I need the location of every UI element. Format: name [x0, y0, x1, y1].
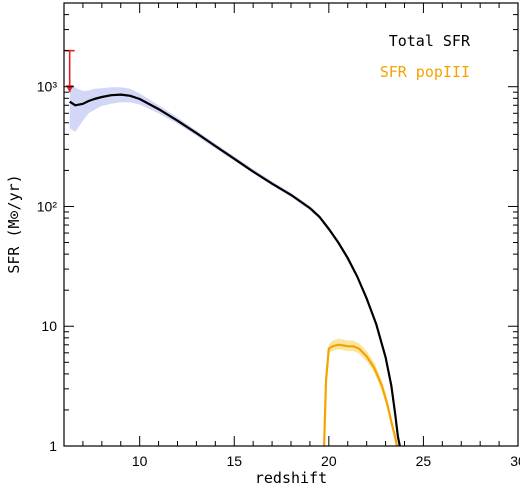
y-tick-label: 1	[49, 438, 57, 454]
sfr-popiii-line	[323, 343, 398, 447]
plot-frame	[63, 2, 519, 447]
total-sfr-line	[69, 93, 401, 447]
upper-limit-marker	[64, 49, 75, 93]
sfr-popiii-band	[324, 338, 397, 446]
x-tick-label: 10	[132, 453, 148, 469]
series-lines	[69, 93, 401, 447]
tick-labels: 10 15 20 25 30 1 10 10² 10³	[37, 79, 520, 469]
x-axis-title: redshift	[255, 469, 327, 487]
y-tick-label: 10	[41, 318, 57, 334]
x-tick-label: 20	[321, 453, 337, 469]
x-tick-label: 25	[416, 453, 432, 469]
x-tick-label: 30	[510, 453, 520, 469]
legend-total-sfr: Total SFR	[389, 32, 471, 50]
x-tick-label: 15	[226, 453, 242, 469]
legend-sfr-popiii: SFR popIII	[380, 63, 470, 81]
y-tick-label: 10²	[37, 198, 58, 214]
uncertainty-bands	[69, 84, 400, 446]
y-tick-label: 10³	[37, 79, 58, 95]
y-axis-title: SFR (M⊙/yr)	[5, 174, 23, 273]
axis-ticks	[63, 2, 519, 447]
